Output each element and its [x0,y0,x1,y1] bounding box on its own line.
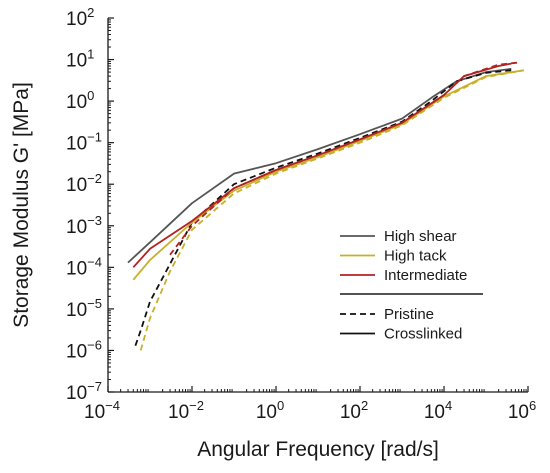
x-axis-title: Angular Frequency [rad/s] [197,438,439,461]
series-line-intermediate-pristine [169,61,519,256]
y-tick-label: 10−1 [66,130,102,155]
legend-label: Pristine [384,306,434,323]
x-tick-label: 102 [340,398,368,423]
x-tick-label: 100 [256,398,284,423]
legend-label: Intermediate [384,267,467,284]
plot-area [127,61,525,351]
legend-label: Crosslinked [384,326,462,343]
y-axis-title: Storage Modulus G' [MPa] [10,82,33,328]
y-tick-label: 10−4 [66,254,102,279]
y-tick-label: 10−2 [66,171,102,196]
y-tick-label: 10−5 [66,296,102,321]
series-line-high-tack-crosslinked [132,69,525,281]
x-tick-label: 10−2 [168,398,204,423]
y-tick-label: 10−3 [66,213,102,238]
axes [107,18,528,393]
y-ticks: 10−7 10−6 10−5 10−4 10−3 10−2 10−1 100 101 102 [66,5,114,404]
legend-label: High tack [384,248,447,265]
series-line-high-tack-pristine [139,69,525,351]
y-tick-label: 101 [66,47,94,72]
x-ticks: 10−4 10−2 100 102 104 106 [84,386,536,423]
y-tick-label: 10−7 [66,379,102,404]
x-tick-label: 104 [424,398,452,423]
legend-label: High shear [384,228,457,245]
x-tick-label: 106 [508,398,536,423]
legend: High shear High tack Intermediate Pristine C… [340,228,483,343]
x-tick-label: 10−4 [84,398,120,423]
y-tick-label: 100 [66,88,94,113]
series-line-high-shear-pristine [134,69,512,346]
y-tick-label: 102 [66,5,94,30]
y-tick-label: 10−6 [66,337,102,362]
